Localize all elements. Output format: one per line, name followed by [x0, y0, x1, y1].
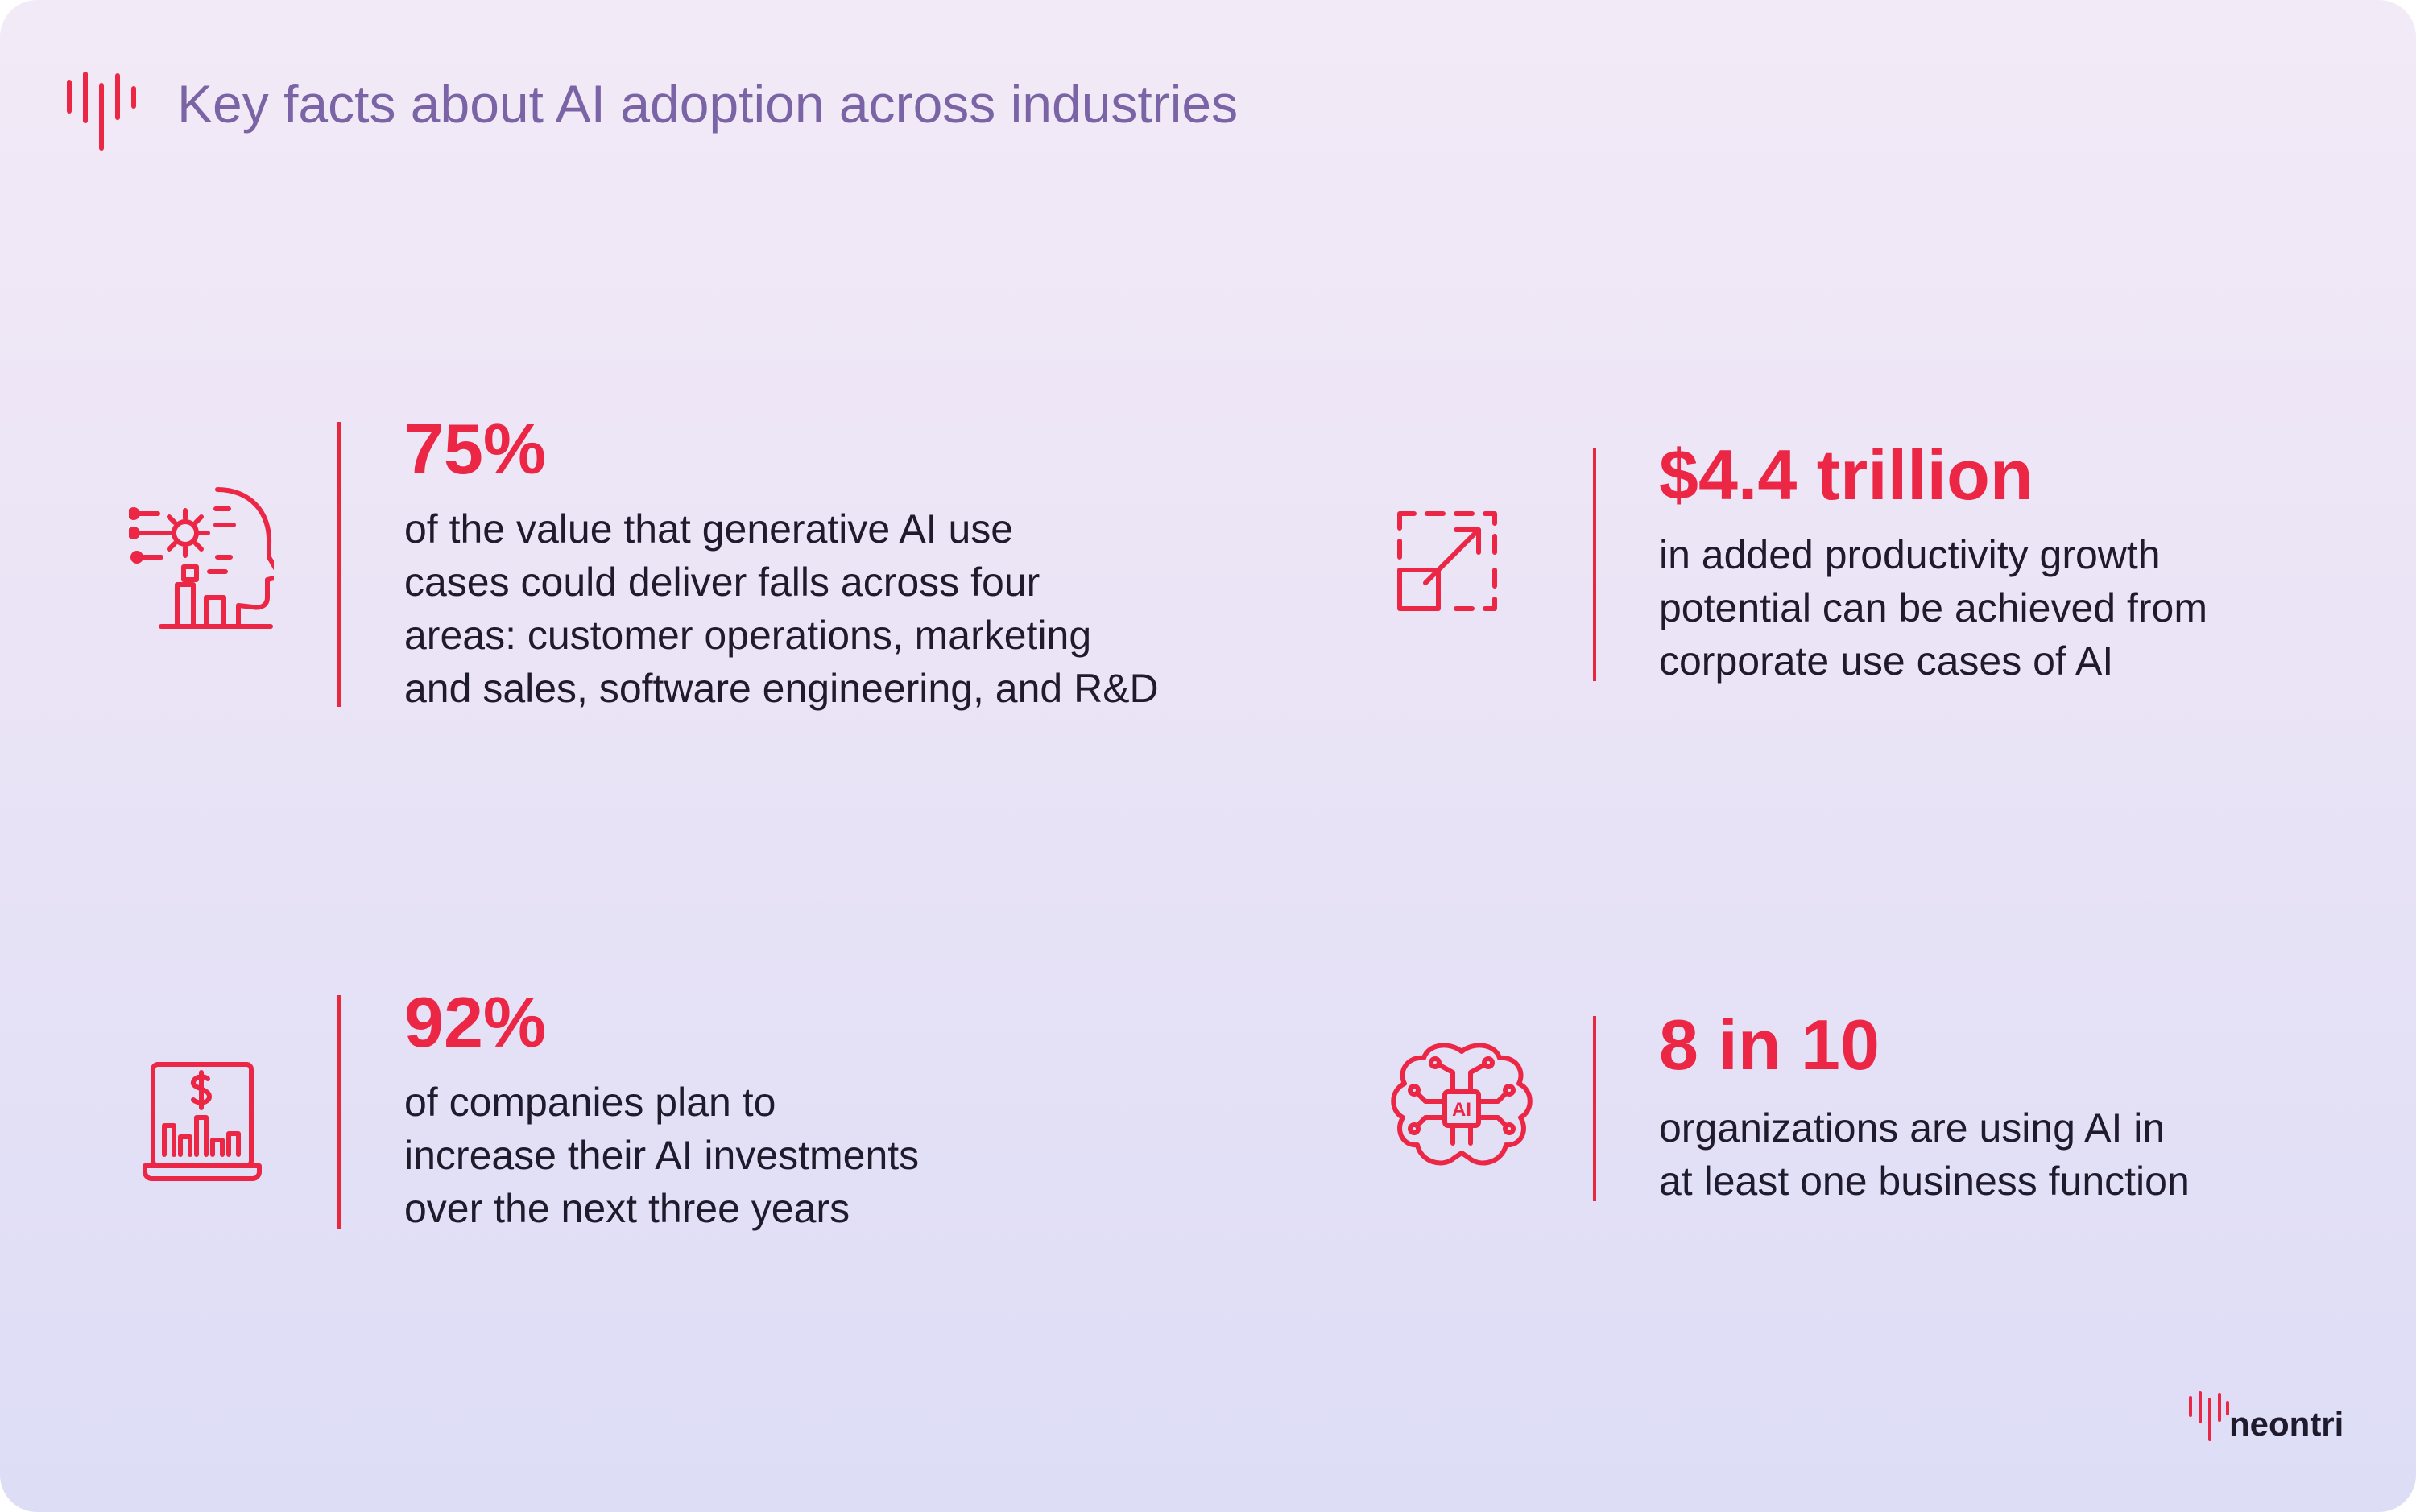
ai-head-circuit-icon	[129, 487, 274, 629]
fact-description: in added productivity growth potential c…	[1659, 528, 2207, 688]
fact-description-line: over the next three years	[404, 1186, 850, 1231]
fact-description-line: organizations are using AI in	[1659, 1105, 2166, 1151]
fact-description-line: of companies plan to	[404, 1080, 776, 1125]
waveform-logo-icon	[2189, 1391, 2229, 1441]
waveform-logo-icon	[67, 72, 136, 151]
fact-divider	[337, 422, 341, 707]
laptop-investment-chart-icon	[143, 1062, 262, 1181]
fact-description-line: of the value that generative AI use	[404, 506, 1014, 552]
fact-divider	[1593, 1016, 1596, 1201]
fact-divider	[337, 995, 341, 1229]
brand-logo: neontri	[2187, 1391, 2348, 1441]
fact-description-line: potential can be achieved from	[1659, 585, 2207, 630]
fact-stat: $4.4 trillion	[1659, 435, 2033, 514]
fact-description-line: corporate use cases of AI	[1659, 638, 2114, 684]
fact-divider	[1593, 448, 1596, 681]
fact-description-line: cases could deliver falls across four	[404, 560, 1040, 605]
fact-stat: 8 in 10	[1659, 1005, 1880, 1084]
ai-brain-chip-icon: AI	[1391, 1043, 1533, 1166]
fact-description-line: areas: customer operations, marketing	[404, 613, 1092, 658]
fact-description: of the value that generative AI use case…	[404, 502, 1159, 715]
fact-description-line: at least one business function	[1659, 1159, 2190, 1204]
page-title: Key facts about AI adoption across indus…	[177, 74, 1239, 134]
expand-arrow-icon	[1397, 511, 1497, 611]
fact-description-line: increase their AI investments	[404, 1133, 920, 1178]
brand-name: neontri	[2229, 1405, 2344, 1443]
fact-stat: 75%	[404, 409, 547, 489]
svg-text:AI: AI	[1452, 1099, 1471, 1121]
fact-stat: 92%	[404, 982, 547, 1062]
fact-description: organizations are using AI in at least o…	[1659, 1101, 2190, 1208]
fact-description-line: in added productivity growth	[1659, 532, 2161, 577]
fact-description: of companies plan to increase their AI i…	[404, 1076, 919, 1235]
fact-description-line: and sales, software engineering, and R&D	[404, 666, 1159, 711]
